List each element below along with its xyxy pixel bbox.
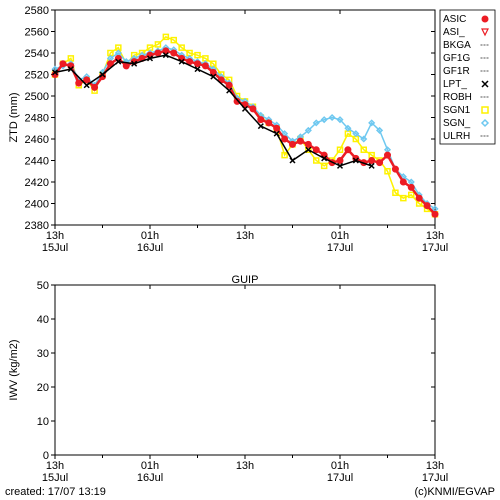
svg-text:13h: 13h <box>236 230 254 242</box>
svg-text:GF1R: GF1R <box>443 66 470 77</box>
svg-text:10: 10 <box>37 416 49 428</box>
svg-text:2440: 2440 <box>25 156 49 168</box>
svg-text:IWV (kg/m2): IWV (kg/m2) <box>8 339 20 400</box>
svg-text:2400: 2400 <box>25 199 49 211</box>
svg-text:13h: 13h <box>236 460 254 472</box>
svg-text:16Jul: 16Jul <box>137 242 163 254</box>
svg-text:SGN1: SGN1 <box>443 105 471 116</box>
svg-text:2560: 2560 <box>25 27 49 39</box>
svg-text:SGN_: SGN_ <box>443 118 471 129</box>
svg-text:ULRH: ULRH <box>443 131 470 142</box>
svg-text:BKGA: BKGA <box>443 40 471 51</box>
svg-text:15Jul: 15Jul <box>42 472 68 484</box>
svg-text:13h: 13h <box>426 230 444 242</box>
svg-text:2500: 2500 <box>25 91 49 103</box>
svg-text:40: 40 <box>37 314 49 326</box>
svg-text:13h: 13h <box>46 460 64 472</box>
svg-text:13h: 13h <box>46 230 64 242</box>
svg-text:17Jul: 17Jul <box>327 242 353 254</box>
svg-text:2420: 2420 <box>25 177 49 189</box>
svg-text:ZTD (mm): ZTD (mm) <box>8 92 20 142</box>
svg-text:2480: 2480 <box>25 113 49 125</box>
svg-text:17Jul: 17Jul <box>422 242 448 254</box>
svg-text:LPT_: LPT_ <box>443 79 467 90</box>
svg-text:GF1G: GF1G <box>443 53 470 64</box>
footer-created: created: 17/07 13:19 <box>5 486 106 498</box>
svg-text:2460: 2460 <box>25 134 49 146</box>
svg-text:01h: 01h <box>141 460 159 472</box>
svg-text:2520: 2520 <box>25 70 49 82</box>
svg-text:17Jul: 17Jul <box>422 472 448 484</box>
svg-text:13h: 13h <box>426 460 444 472</box>
svg-text:ROBH: ROBH <box>443 92 472 103</box>
svg-text:ASI_: ASI_ <box>443 27 465 38</box>
svg-text:17Jul: 17Jul <box>327 472 353 484</box>
svg-text:2540: 2540 <box>25 48 49 60</box>
svg-text:GUIP: GUIP <box>232 274 259 286</box>
svg-text:20: 20 <box>37 382 49 394</box>
svg-text:16Jul: 16Jul <box>137 472 163 484</box>
svg-text:15Jul: 15Jul <box>42 242 68 254</box>
svg-text:01h: 01h <box>141 230 159 242</box>
chart-canvas: 2380240024202440246024802500252025402560… <box>0 0 500 500</box>
svg-text:2580: 2580 <box>25 5 49 17</box>
svg-text:01h: 01h <box>331 460 349 472</box>
svg-text:50: 50 <box>37 280 49 292</box>
footer-copyright: (c)KNMI/EGVAP <box>415 486 495 498</box>
svg-text:30: 30 <box>37 348 49 360</box>
svg-text:01h: 01h <box>331 230 349 242</box>
svg-text:ASIC: ASIC <box>443 14 466 25</box>
